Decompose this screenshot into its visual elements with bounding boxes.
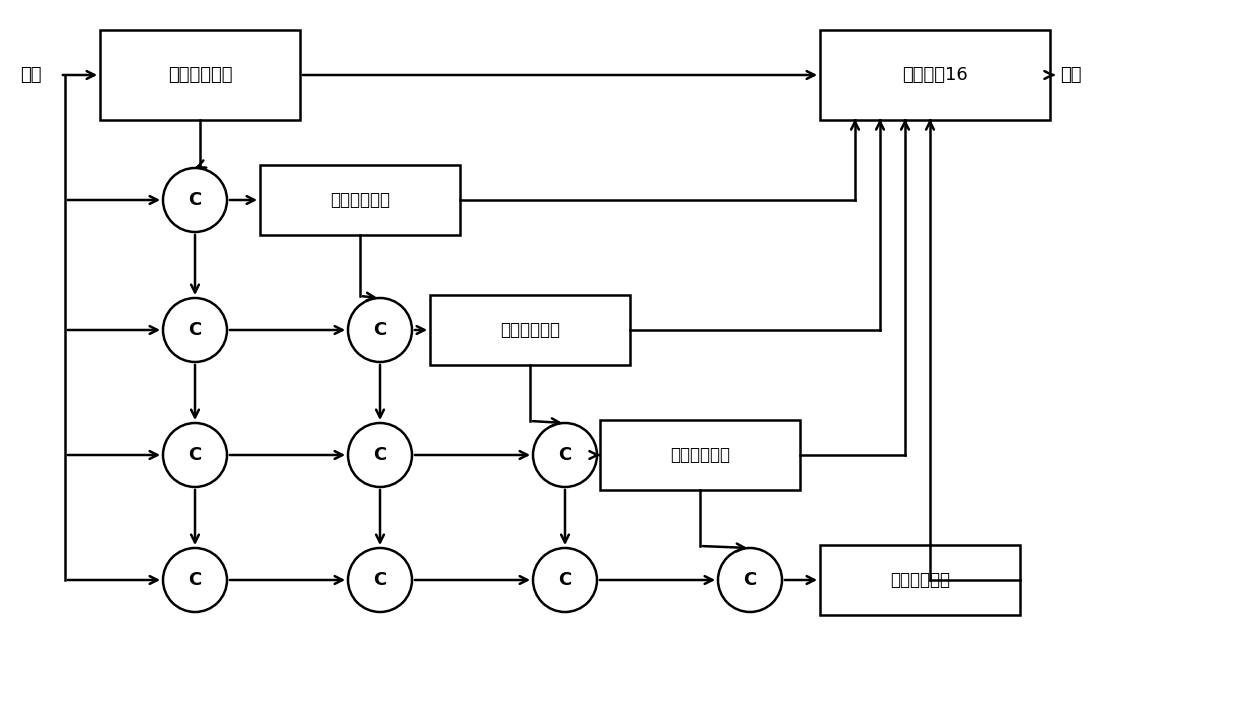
Bar bbox=[600, 420, 800, 490]
Bar bbox=[260, 165, 460, 235]
Circle shape bbox=[533, 423, 596, 487]
Circle shape bbox=[348, 298, 412, 362]
Text: 第一卷积单元: 第一卷积单元 bbox=[330, 191, 391, 209]
Circle shape bbox=[533, 548, 596, 612]
Text: 第四卷积单元: 第四卷积单元 bbox=[890, 571, 950, 589]
Circle shape bbox=[162, 548, 227, 612]
Bar bbox=[820, 545, 1021, 615]
Text: 输出: 输出 bbox=[1060, 66, 1081, 84]
Bar bbox=[820, 30, 1050, 120]
Bar bbox=[430, 295, 630, 365]
Bar bbox=[100, 30, 300, 120]
Text: 输出模块16: 输出模块16 bbox=[903, 66, 968, 84]
Circle shape bbox=[348, 548, 412, 612]
Text: 第二卷积单元: 第二卷积单元 bbox=[500, 321, 560, 339]
Text: C: C bbox=[743, 571, 756, 589]
Text: 输入: 输入 bbox=[20, 66, 41, 84]
Circle shape bbox=[162, 298, 227, 362]
Circle shape bbox=[718, 548, 782, 612]
Text: C: C bbox=[188, 191, 202, 209]
Text: 第三卷积单元: 第三卷积单元 bbox=[670, 446, 730, 464]
Text: C: C bbox=[373, 571, 387, 589]
Text: C: C bbox=[188, 321, 202, 339]
Text: C: C bbox=[188, 446, 202, 464]
Text: C: C bbox=[373, 321, 387, 339]
Circle shape bbox=[162, 423, 227, 487]
Text: C: C bbox=[188, 571, 202, 589]
Circle shape bbox=[348, 423, 412, 487]
Text: C: C bbox=[558, 571, 572, 589]
Text: C: C bbox=[558, 446, 572, 464]
Text: 全局池化单元: 全局池化单元 bbox=[167, 66, 232, 84]
Text: C: C bbox=[373, 446, 387, 464]
Circle shape bbox=[162, 168, 227, 232]
